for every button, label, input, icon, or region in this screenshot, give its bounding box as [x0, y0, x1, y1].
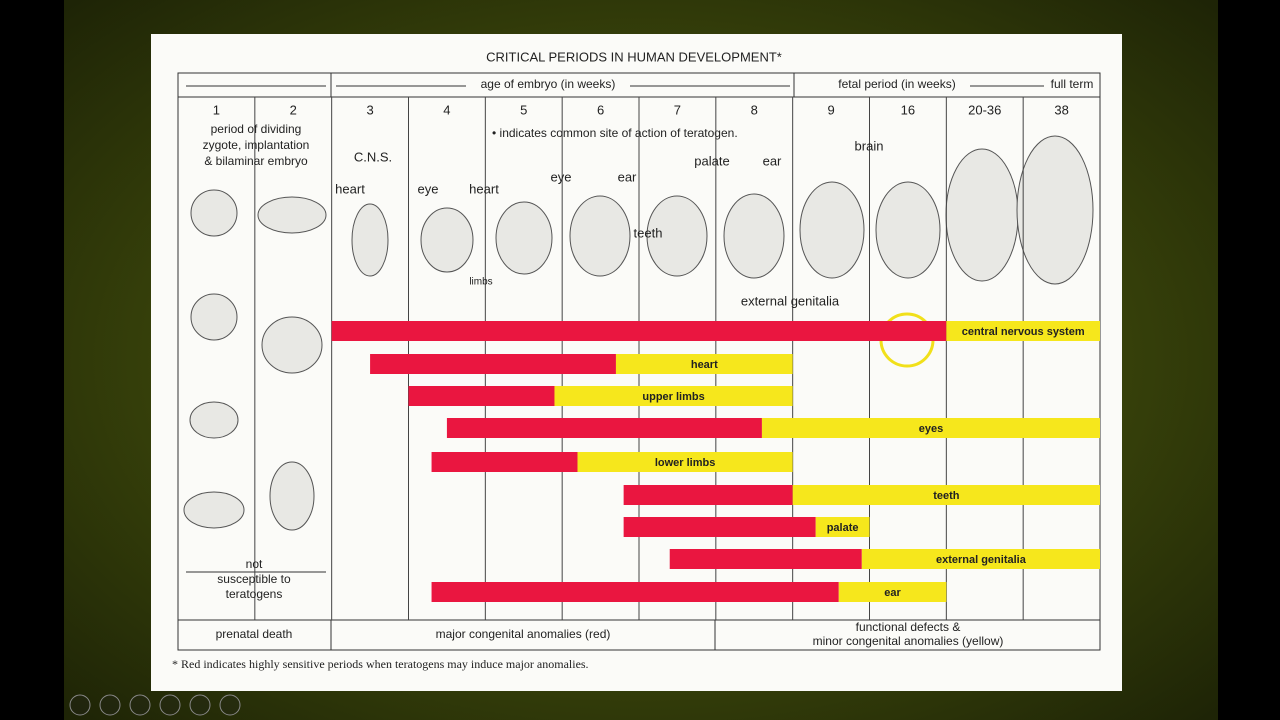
- embryo-drawing: [351, 203, 389, 277]
- more-button[interactable]: [219, 694, 241, 716]
- table-frame: [177, 72, 1101, 651]
- embryo-drawing: [261, 316, 323, 374]
- minor-label: functional defects &: [856, 620, 961, 634]
- fetal-label: fetal period (in weeks): [838, 77, 955, 91]
- annotation: external genitalia: [741, 293, 840, 308]
- annotation: palate: [694, 153, 729, 168]
- week-label: 1: [213, 102, 220, 117]
- week-label: 4: [443, 102, 450, 117]
- embryo-drawing: [646, 195, 708, 277]
- bar-label: teeth: [933, 490, 960, 502]
- week-label: 5: [520, 102, 527, 117]
- week-label: 2: [290, 102, 297, 117]
- zoom-button[interactable]: [189, 694, 211, 716]
- week-label: 7: [674, 102, 681, 117]
- prenatal-label: prenatal death: [216, 627, 293, 641]
- week-label: 20-36: [968, 102, 1001, 117]
- annotation: ear: [618, 169, 637, 184]
- bar-label: upper limbs: [642, 391, 704, 403]
- bar-label: external genitalia: [936, 554, 1027, 566]
- red-period: [370, 354, 616, 374]
- embryo-drawing: [875, 181, 941, 279]
- fetus-drawing: [1016, 135, 1094, 285]
- embryo-label: age of embryo (in weeks): [481, 77, 616, 91]
- zygote-drawing: [190, 189, 238, 237]
- embryo-drawing: [257, 196, 327, 234]
- yellow-period: [554, 386, 793, 406]
- bar-label: lower limbs: [655, 457, 716, 469]
- period-note: period of dividing: [211, 122, 302, 136]
- week-label: 3: [366, 102, 373, 117]
- embryo-drawing: [569, 195, 631, 277]
- yellow-period: [815, 517, 870, 537]
- next-button[interactable]: [99, 694, 121, 716]
- annotation: brain: [855, 138, 884, 153]
- not-susceptible: susceptible to: [217, 572, 291, 586]
- bar-label: central nervous system: [962, 326, 1085, 338]
- annotation: heart: [335, 181, 365, 196]
- zygote-drawing: [190, 293, 238, 341]
- site-note: • indicates common site of action of ter…: [492, 126, 738, 140]
- embryo-drawing: [723, 193, 785, 279]
- prev-button[interactable]: [69, 694, 91, 716]
- footnote: * Red indicates highly sensitive periods…: [172, 657, 589, 671]
- period-note: & bilaminar embryo: [204, 154, 308, 168]
- week-label: 16: [901, 102, 915, 117]
- bar-label: heart: [691, 359, 718, 371]
- red-period: [331, 321, 947, 341]
- red-period: [431, 452, 578, 472]
- bar-label: eyes: [919, 423, 943, 435]
- week-label: 8: [751, 102, 758, 117]
- bar-label: palate: [827, 522, 859, 534]
- period-note: zygote, implantation: [203, 138, 310, 152]
- embryo-drawing: [183, 491, 245, 529]
- title: CRITICAL PERIODS IN HUMAN DEVELOPMENT*: [486, 49, 782, 64]
- red-period: [669, 549, 862, 569]
- week-label: 9: [827, 102, 834, 117]
- yellow-period: [838, 582, 947, 602]
- week-label: 38: [1054, 102, 1068, 117]
- fetus-drawing: [945, 148, 1019, 282]
- embryo-drawing: [420, 207, 474, 273]
- annotation: ear: [763, 153, 782, 168]
- yellow-period: [577, 452, 793, 472]
- pen-button[interactable]: [129, 694, 151, 716]
- annotation: eye: [418, 181, 439, 196]
- annotation: heart: [469, 181, 499, 196]
- annotation: teeth: [634, 225, 663, 240]
- yellow-period: [861, 549, 1100, 569]
- not-susceptible: teratogens: [226, 587, 283, 601]
- embryo-drawing: [799, 181, 865, 279]
- annotation: C.N.S.: [354, 149, 392, 164]
- yellow-period: [761, 418, 1100, 438]
- red-period: [446, 418, 762, 438]
- annotation: limbs: [469, 277, 492, 288]
- embryo-drawing: [495, 201, 553, 275]
- week-label: 6: [597, 102, 604, 117]
- minor-label: minor congenital anomalies (yellow): [813, 634, 1004, 648]
- slides-button[interactable]: [159, 694, 181, 716]
- yellow-period: [792, 485, 1100, 505]
- red-period: [623, 485, 793, 505]
- bar-label: ear: [884, 587, 901, 599]
- term-label: full term: [1051, 77, 1094, 91]
- embryo-drawing: [189, 401, 239, 439]
- embryo-drawing: [269, 461, 315, 531]
- not-susceptible: not: [246, 557, 263, 571]
- yellow-period: [946, 321, 1100, 341]
- major-label: major congenital anomalies (red): [436, 627, 611, 641]
- yellow-period: [615, 354, 793, 374]
- red-period: [408, 386, 555, 406]
- annotation: eye: [551, 169, 572, 184]
- red-period: [623, 517, 816, 537]
- red-period: [431, 582, 839, 602]
